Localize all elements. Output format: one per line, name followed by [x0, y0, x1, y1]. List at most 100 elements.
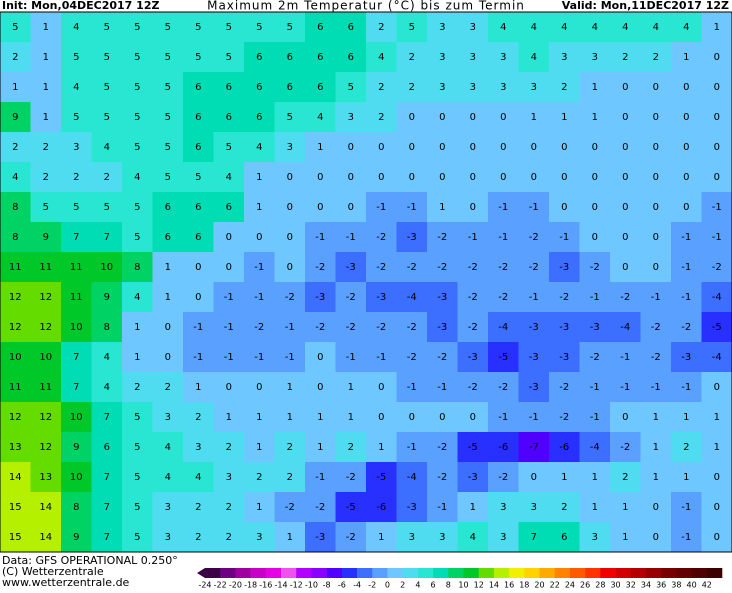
- temperature-value: 4: [653, 22, 659, 33]
- temperature-value: 5: [287, 112, 293, 123]
- colorbar-swatch: [464, 568, 480, 578]
- temperature-value: -2: [559, 382, 569, 393]
- temperature-value: 4: [104, 382, 110, 393]
- temperature-value: 2: [195, 412, 201, 423]
- temperature-value: 1: [653, 472, 659, 483]
- temperature-value: 0: [165, 352, 171, 363]
- colorbar-swatch: [570, 568, 586, 578]
- temperature-value: 1: [439, 202, 445, 213]
- temperature-value: 0: [531, 142, 537, 153]
- temperature-value: -1: [590, 412, 600, 423]
- temperature-value: 2: [43, 142, 49, 153]
- temperature-value: 1: [134, 352, 140, 363]
- temperature-value: 3: [256, 532, 262, 543]
- temperature-value: -1: [315, 232, 325, 243]
- temperature-value: 2: [622, 472, 628, 483]
- temperature-value: 7: [104, 412, 110, 423]
- temperature-value: 2: [683, 442, 689, 453]
- temperature-value: 1: [256, 412, 262, 423]
- temperature-value: 6: [287, 52, 293, 63]
- init-label: Init: Mon,04DEC2017 12Z: [2, 0, 159, 12]
- temperature-value: -1: [498, 412, 508, 423]
- temperature-value: 0: [470, 112, 476, 123]
- temperature-value: 8: [134, 262, 140, 273]
- temperature-value: 10: [39, 352, 52, 363]
- colorbar-label: 20: [534, 581, 544, 590]
- colorbar-label: -2: [368, 581, 376, 590]
- temperature-value: 5: [409, 22, 415, 33]
- temperature-value: 0: [653, 262, 659, 273]
- colorbar-swatch: [479, 568, 495, 578]
- temperature-value: 0: [287, 172, 293, 183]
- colorbar-label: -20: [229, 581, 242, 590]
- temperature-value: 0: [561, 142, 567, 153]
- temperature-value: -1: [224, 292, 234, 303]
- temperature-value: -2: [254, 322, 264, 333]
- colorbar-label: 34: [641, 581, 651, 590]
- temperature-value: 3: [439, 52, 445, 63]
- colorbar-label: 30: [610, 581, 620, 590]
- temperature-value: 6: [317, 22, 323, 33]
- colorbar-swatch: [692, 568, 708, 578]
- temperature-value: -2: [376, 262, 386, 273]
- temperature-value: -6: [559, 442, 569, 453]
- temperature-value: 3: [592, 532, 598, 543]
- colorbar-swatch: [220, 568, 236, 578]
- temperature-value: 4: [256, 142, 262, 153]
- temperature-value: 0: [287, 202, 293, 213]
- temperature-value: 1: [287, 412, 293, 423]
- temperature-value: 12: [39, 322, 52, 333]
- temperature-value: 14: [39, 502, 52, 513]
- colorbar-label: -22: [214, 581, 227, 590]
- temperature-value: 5: [134, 52, 140, 63]
- temperature-value: 0: [714, 112, 720, 123]
- temperature-value: -6: [498, 442, 508, 453]
- temperature-value: -3: [559, 262, 569, 273]
- temperature-value: 9: [73, 532, 79, 543]
- temperature-value: 0: [500, 112, 506, 123]
- temperature-value: -2: [651, 352, 661, 363]
- temperature-value: 2: [287, 472, 293, 483]
- temperature-value: 2: [12, 142, 18, 153]
- temperature-value: 0: [622, 232, 628, 243]
- temperature-value: 1: [256, 202, 262, 213]
- temperature-value: 0: [561, 202, 567, 213]
- temperature-value: -2: [620, 292, 630, 303]
- temperature-value: 2: [653, 52, 659, 63]
- temperature-value: -1: [224, 322, 234, 333]
- temperature-value: -1: [529, 292, 539, 303]
- temperature-value: 0: [622, 112, 628, 123]
- temperature-value: 3: [500, 52, 506, 63]
- temperature-value: 1: [43, 52, 49, 63]
- temperature-value: 0: [409, 172, 415, 183]
- temperature-value: 5: [73, 202, 79, 213]
- temperature-value: 4: [12, 172, 18, 183]
- temperature-value: 0: [592, 172, 598, 183]
- temperature-value: -1: [437, 382, 447, 393]
- temperature-value: 5: [134, 412, 140, 423]
- website: www.wetterzentrale.de: [2, 576, 130, 589]
- temperature-value: 1: [226, 412, 232, 423]
- temperature-value: 3: [439, 82, 445, 93]
- temperature-value: -6: [376, 502, 386, 513]
- colorbar-label: 6: [431, 581, 436, 590]
- temperature-value: 1: [378, 532, 384, 543]
- temperature-value: -1: [712, 232, 722, 243]
- temperature-value: -5: [376, 472, 386, 483]
- colorbar-label: 4: [415, 581, 420, 590]
- temperature-value: 9: [104, 292, 110, 303]
- temperature-value: 6: [195, 82, 201, 93]
- colorbar-label: -6: [338, 581, 346, 590]
- temperature-value: 1: [165, 292, 171, 303]
- temperature-value: 7: [73, 352, 79, 363]
- temperature-value: 6: [226, 202, 232, 213]
- temperature-value: -2: [590, 352, 600, 363]
- colorbar-label: 0: [385, 581, 390, 590]
- temperature-value: 2: [134, 382, 140, 393]
- temperature-value: 3: [531, 502, 537, 513]
- temperature-value: -1: [315, 472, 325, 483]
- temperature-value: -2: [498, 382, 508, 393]
- temperature-value: 0: [226, 232, 232, 243]
- temperature-value: 4: [134, 292, 140, 303]
